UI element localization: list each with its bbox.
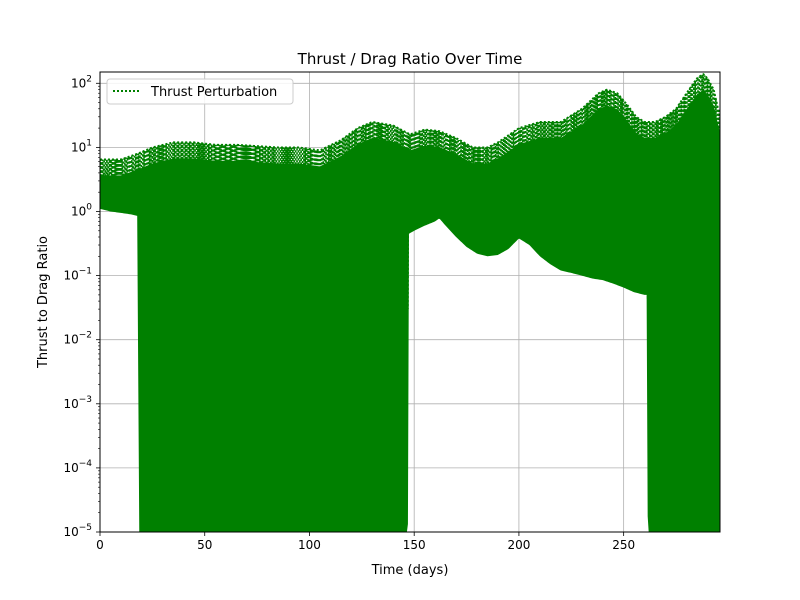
y-tick-label: 100 [71,202,92,218]
x-tick-label: 50 [197,538,212,552]
y-axis-label: Thrust to Drag Ratio [36,236,51,369]
series-line [100,74,720,324]
y-tick-label: 102 [71,74,92,90]
x-tick-label: 250 [612,538,635,552]
y-tick-label: 10−1 [63,267,92,283]
x-tick-label: 200 [507,538,530,552]
series-upper-edge [100,73,720,161]
legend: Thrust Perturbation [106,78,294,105]
y-tick-label: 10−5 [63,523,92,539]
x-tick-label: 0 [96,538,104,552]
data-layer [100,73,720,532]
legend-label: Thrust Perturbation [150,85,277,100]
y-tick-label: 10−4 [63,459,92,475]
y-axis-ticks: 10−5 10−4 10−3 10−2 10−1 100 101 102 [63,74,100,539]
y-tick-label: 10−3 [63,395,92,411]
x-tick-label: 150 [403,538,426,552]
legend-box [106,78,294,105]
chart-title: Thrust / Drag Ratio Over Time [297,50,523,68]
x-axis-ticks: 0 50 100 150 200 250 [96,532,635,552]
axes-frame [99,71,721,533]
x-tick-label: 100 [298,538,321,552]
y-tick-label: 101 [71,138,92,154]
y-tick-label: 10−2 [63,331,92,347]
x-axis-label: Time (days) [371,563,449,578]
